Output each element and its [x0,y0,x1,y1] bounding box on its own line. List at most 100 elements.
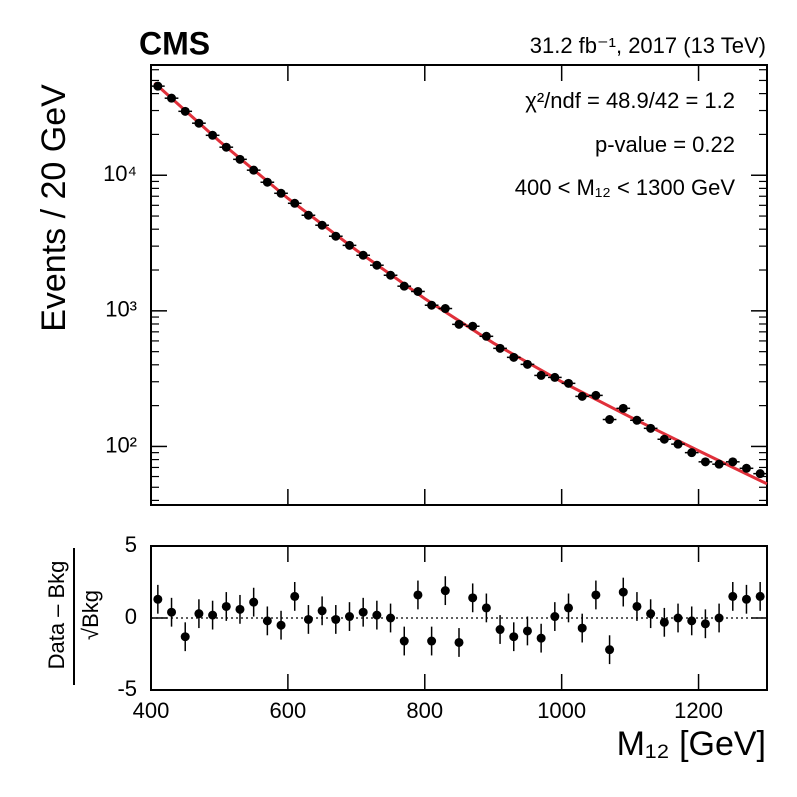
data-point [687,448,697,458]
data-point [509,352,519,362]
data-point [564,378,574,388]
data-point [386,613,396,623]
data-point [714,613,724,623]
data-point [235,154,245,164]
data-point [276,188,286,198]
data-point [577,623,587,633]
data-point [180,106,190,116]
y-tick-label: 10⁴ [103,161,137,186]
data-point [358,607,368,617]
data-point [167,607,177,617]
data-point [714,459,724,469]
data-point [303,614,313,624]
y-axis-label: Events / 20 GeV [35,84,73,332]
data-point [413,590,423,600]
y-tick-label: 10² [105,432,137,457]
data-point [468,593,478,603]
data-point [317,606,327,616]
plot-frame [150,64,768,506]
data-point [249,165,259,175]
data-point [427,636,437,646]
data-point [262,177,272,187]
data-point [591,590,601,600]
data-point [276,620,286,630]
data-point [659,617,669,627]
data-point [659,434,669,444]
data-point [290,591,300,601]
data-point [344,612,354,622]
data-point [618,587,628,597]
x-tick-label: 800 [406,698,443,723]
data-point [577,391,587,401]
data-point [646,423,656,433]
y-tick-label: -5 [117,676,137,701]
data-point [495,625,505,635]
data-point [454,637,464,647]
data-point [728,591,738,601]
data-point [700,457,710,467]
data-point [755,469,765,479]
data-point [741,594,751,604]
data-point [632,415,642,425]
data-point [221,142,231,152]
annotation: 400 < M₁₂ < 1300 GeV [515,175,736,200]
x-tick-label: 1200 [674,698,723,723]
data-point [632,601,642,611]
chart-title: CMS [139,25,210,61]
data-point [522,626,532,636]
data-point [372,260,382,270]
data-point [386,270,396,280]
data-point [208,610,218,620]
data-point [413,286,423,296]
data-point [673,613,683,623]
y-tick-label: 5 [125,532,137,557]
data-point [331,614,341,624]
data-point [372,610,382,620]
data-point [440,304,450,314]
data-point [495,343,505,353]
data-point [454,319,464,329]
data-point [509,632,519,642]
data-point [536,370,546,380]
subtitle: 31.2 fb⁻¹, 2017 (13 TeV) [530,33,766,58]
x-axis-label: M₁₂ [GeV] [617,725,766,763]
data-point [481,603,491,613]
data-point [741,463,751,473]
y-axis-label: Data – Bkg [44,561,69,670]
data-point [180,632,190,642]
x-tick-label: 1000 [537,698,586,723]
data-point [427,300,437,310]
data-point [317,220,327,230]
data-point [522,359,532,369]
data-point [536,633,546,643]
data-point [194,118,204,128]
data-point [564,603,574,613]
data-point [755,591,765,601]
data-point [208,130,218,140]
data-point [605,645,615,655]
data-point [399,636,409,646]
data-point [673,439,683,449]
data-point [167,93,177,103]
data-point [687,616,697,626]
data-point [550,612,560,622]
data-point [700,619,710,629]
data-point [153,594,163,604]
data-point [468,321,478,331]
data-point [605,415,615,425]
data-point [290,198,300,208]
y-axis-label: √Bkg [78,590,103,640]
data-point [194,609,204,619]
data-point [591,390,601,400]
annotation: χ²/ndf = 48.9/42 = 1.2 [525,88,735,113]
data-point [481,331,491,341]
data-point [262,616,272,626]
data-point [728,457,738,467]
data-point [440,586,450,596]
data-point [235,604,245,614]
data-point [618,403,628,413]
y-tick-label: 10³ [105,297,137,322]
data-point [646,609,656,619]
data-point [303,210,313,220]
